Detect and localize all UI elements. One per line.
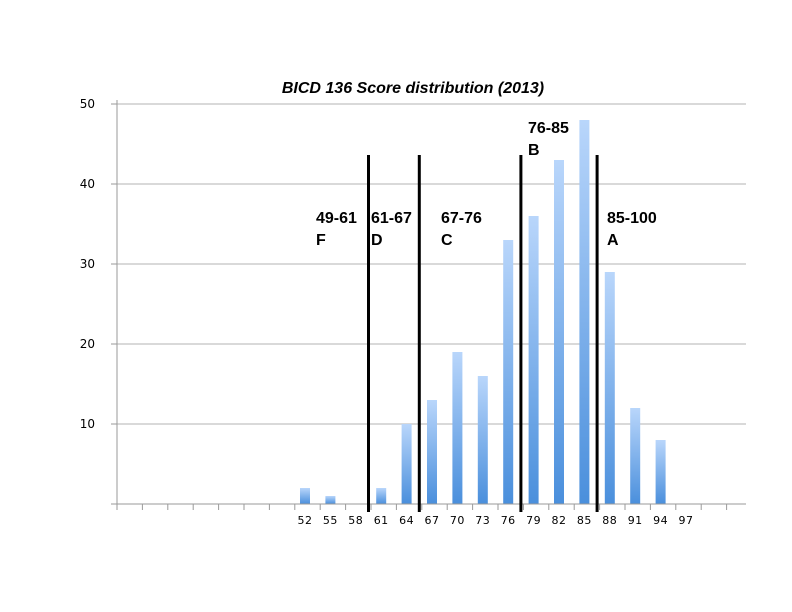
bar bbox=[376, 488, 387, 504]
y-tick-label: 20 bbox=[80, 337, 95, 351]
x-tick-label: 97 bbox=[679, 514, 694, 527]
x-tick-label: 85 bbox=[577, 514, 592, 527]
x-tick-label: 76 bbox=[501, 514, 516, 527]
x-axis: 52 55 58 61 64 67 70 73 76 79 82 85 88 91 94 97 bbox=[116, 100, 746, 527]
grade-letter-label: B bbox=[528, 142, 540, 159]
bar bbox=[554, 160, 564, 504]
chart-title: BICD 136 Score distribution (2013) bbox=[282, 80, 544, 97]
bar bbox=[427, 400, 437, 504]
grade-range-label: 67-76 bbox=[441, 210, 482, 227]
y-tick-label: 10 bbox=[80, 417, 95, 431]
grade-range-label: 49-61 bbox=[316, 210, 357, 227]
y-axis-ticks: 10 20 30 40 50 bbox=[80, 97, 117, 505]
bars bbox=[300, 120, 666, 504]
x-tick-label: 82 bbox=[552, 514, 567, 527]
grade-letter-label: D bbox=[371, 232, 383, 249]
gridlines bbox=[117, 103, 746, 425]
x-tick-label: 73 bbox=[475, 514, 490, 527]
grade-letter-label: A bbox=[607, 232, 619, 249]
bar bbox=[300, 488, 310, 504]
bar bbox=[503, 240, 514, 504]
x-tick-label: 70 bbox=[450, 514, 465, 527]
grade-labels: 49-61 F 61-67 D 67-76 C 76-85 B 85-100 A bbox=[316, 120, 657, 249]
x-tick-label: 55 bbox=[323, 514, 338, 527]
y-tick-label: 50 bbox=[80, 97, 95, 111]
grade-cutoff-lines bbox=[367, 155, 599, 512]
grade-range-label: 76-85 bbox=[528, 120, 569, 137]
x-tick-label: 88 bbox=[602, 514, 617, 527]
y-tick-label: 30 bbox=[80, 257, 95, 271]
x-tick-label: 79 bbox=[526, 514, 541, 527]
grade-letter-label: F bbox=[316, 232, 326, 249]
bar bbox=[604, 272, 615, 504]
grade-range-label: 61-67 bbox=[371, 210, 412, 227]
x-tick-label: 61 bbox=[374, 514, 389, 527]
x-tick-label: 94 bbox=[653, 514, 668, 527]
bar bbox=[655, 440, 666, 504]
bar bbox=[325, 496, 336, 504]
x-tick-label: 64 bbox=[399, 514, 414, 527]
bar bbox=[401, 424, 412, 504]
grade-range-label: 85-100 bbox=[607, 210, 657, 227]
y-tick-label: 40 bbox=[80, 177, 95, 191]
bar bbox=[477, 376, 488, 504]
x-tick-label: 67 bbox=[425, 514, 440, 527]
bar bbox=[579, 120, 590, 504]
bar bbox=[630, 408, 641, 504]
grade-letter-label: C bbox=[441, 232, 453, 249]
x-tick-label: 91 bbox=[628, 514, 643, 527]
bar bbox=[528, 216, 539, 504]
x-tick-label: 58 bbox=[348, 514, 363, 527]
bar bbox=[452, 352, 463, 504]
x-tick-label: 52 bbox=[298, 514, 313, 527]
